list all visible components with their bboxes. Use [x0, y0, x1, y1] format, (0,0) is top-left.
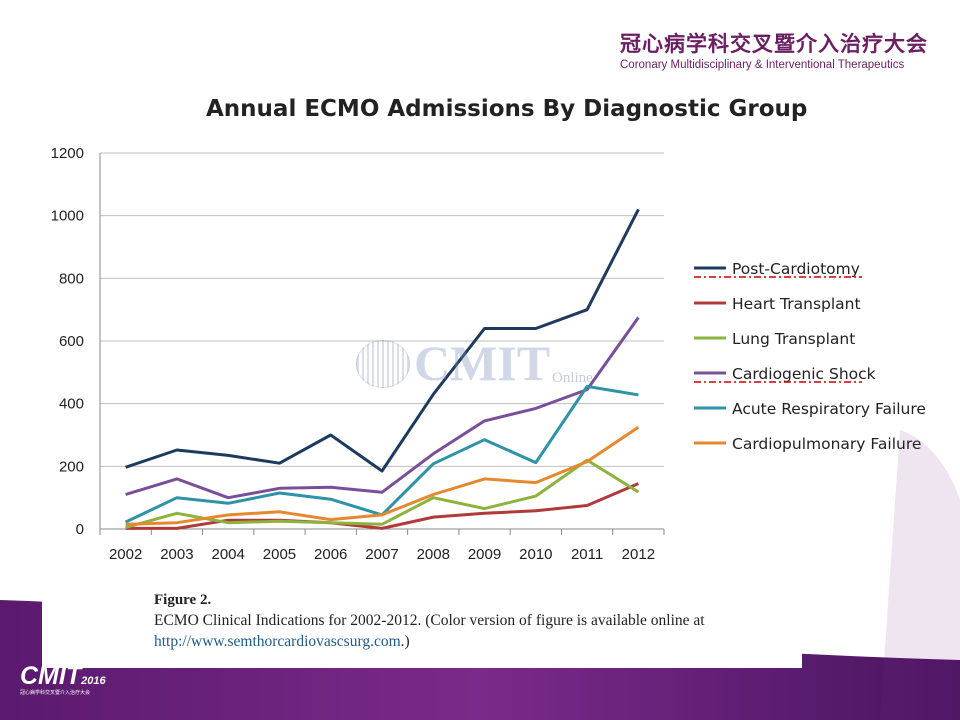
legend-cardiogenic-shock-label: Cardiogenic Shock [732, 365, 876, 383]
x-tick-label: 2006 [314, 546, 347, 563]
x-tick-label: 2007 [365, 546, 398, 563]
conference-header: 冠心病学科交叉暨介入治疗大会 Coronary Multidisciplinar… [620, 28, 928, 71]
conference-title-cn: 冠心病学科交叉暨介入治疗大会 [620, 32, 928, 56]
watermark-text: CMIT [414, 335, 551, 391]
y-tick-label: 1200 [51, 145, 84, 162]
legend-acute-respiratory-failure-label: Acute Respiratory Failure [732, 400, 926, 418]
watermark-sub: Online [552, 370, 593, 386]
caption-link[interactable]: http://www.semthorcardiovascsurg.com [154, 633, 401, 650]
y-tick-label: 800 [59, 270, 84, 287]
x-tick-label: 2012 [622, 546, 655, 563]
y-tick-label: 400 [59, 396, 84, 413]
logo-year: 2016 [81, 675, 106, 687]
series-line-lung-transplant [125, 458, 640, 529]
x-tick-label: 2002 [109, 546, 142, 563]
x-tick-label: 2004 [211, 546, 244, 563]
series-line-cardiopulmonary-failure [125, 425, 640, 526]
caption-link-line: http://www.semthorcardiovascsurg.com.) [154, 633, 705, 651]
conference-title-en: Coronary Multidisciplinary & Interventio… [620, 59, 905, 71]
logo-subtitle: 冠心病学科交叉暨介入治疗大会 [20, 690, 91, 696]
chart-title: Annual ECMO Admissions By Diagnostic Gro… [206, 96, 808, 122]
figure-caption: Figure 2. ECMO Clinical Indications for … [154, 592, 705, 651]
x-tick-label: 2010 [519, 546, 552, 563]
series-line-post-cardiotomy [125, 208, 640, 473]
x-tick-label: 2011 [571, 546, 603, 563]
x-tick-label: 2009 [468, 546, 501, 563]
figure-label: Figure 2. [154, 592, 212, 608]
caption-tail: .) [400, 633, 410, 650]
footer-logo: CMIT2016 冠心病学科交叉暨介入治疗大会 [20, 662, 106, 696]
logo-text: CMIT [20, 662, 82, 690]
legend-post-cardiotomy-label: Post-Cardiotomy [732, 260, 860, 278]
x-tick-label: 2005 [263, 546, 296, 563]
globe-icon [356, 340, 410, 388]
x-tick-label: 2008 [417, 546, 450, 563]
y-tick-label: 1000 [51, 208, 84, 225]
y-tick-label: 600 [59, 333, 84, 350]
series-line-cardiogenic-shock [125, 316, 640, 500]
series-line-heart-transplant [125, 482, 639, 530]
legend-heart-transplant-label: Heart Transplant [732, 295, 861, 313]
y-tick-label: 0 [76, 521, 84, 538]
side-accent [880, 430, 960, 720]
legend-cardiopulmonary-failure-label: Cardiopulmonary Failure [732, 435, 921, 453]
series-line-acute-respiratory-failure [124, 384, 639, 524]
y-tick-label: 200 [59, 458, 84, 475]
legend-lung-transplant-label: Lung Transplant [732, 330, 855, 348]
caption-line: ECMO Clinical Indications for 2002-2012.… [154, 612, 705, 629]
caption-panel [42, 578, 802, 668]
x-tick-label: 2003 [160, 546, 193, 563]
